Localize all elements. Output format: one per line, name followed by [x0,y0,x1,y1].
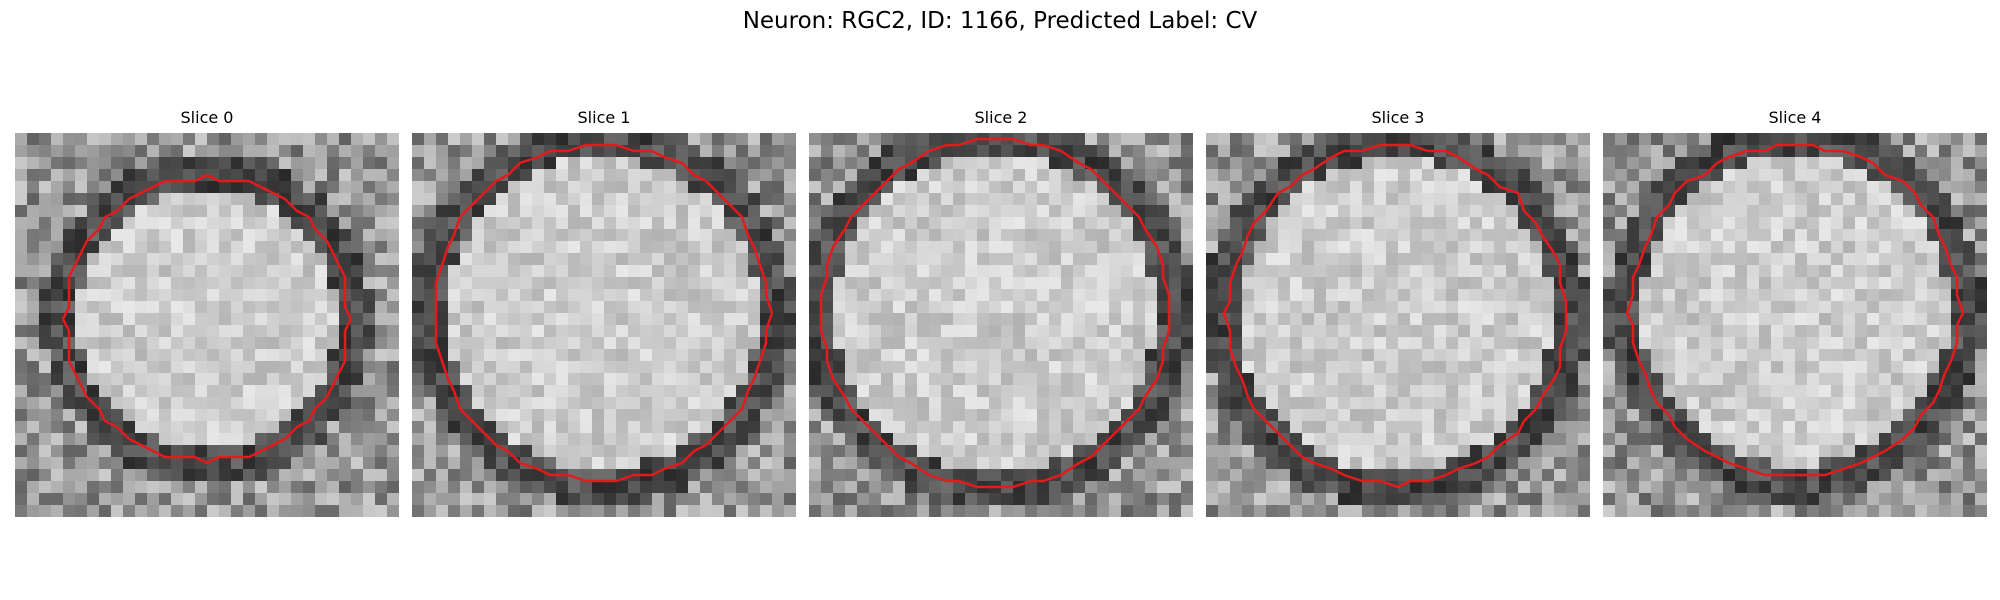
slice-title-4: Slice 4 [1768,108,1822,127]
slice-image-4 [1603,133,1987,517]
slice-pixels [1603,133,1987,517]
slice-image-0 [15,133,399,517]
segmentation-contour [1222,143,1568,489]
slice-panel-4: Slice 4 [1603,108,1987,520]
slice-pixels [412,133,796,517]
slice-image-2 [809,133,1193,517]
slice-image-1 [412,133,796,517]
slice-panel-2: Slice 2 [809,108,1193,520]
slice-title-3: Slice 3 [1371,108,1425,127]
slice-title-2: Slice 2 [974,108,1028,127]
segmentation-contour [819,137,1171,489]
segmentation-contour [61,173,353,465]
slice-title-0: Slice 0 [180,108,234,127]
slice-panel-3: Slice 3 [1206,108,1590,520]
slice-image-3 [1206,133,1590,517]
segmentation-contour [1625,143,1965,477]
slice-pixels [15,133,399,517]
slice-pixels [809,133,1193,517]
slice-panel-0: Slice 0 [15,108,399,520]
segmentation-contour [434,143,774,483]
slice-panel-1: Slice 1 [412,108,796,520]
figure-title: Neuron: RGC2, ID: 1166, Predicted Label:… [742,8,1258,34]
slice-pixels [1206,133,1590,517]
slice-title-1: Slice 1 [577,108,631,127]
